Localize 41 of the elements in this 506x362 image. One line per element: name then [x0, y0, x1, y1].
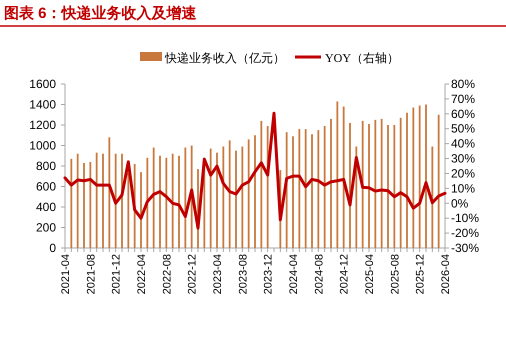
y2-tick-label: 50% [451, 122, 476, 136]
x-tick-label: 2025-08 [389, 254, 402, 294]
line-series [64, 112, 446, 230]
y2-tick-label: 20% [451, 166, 476, 180]
y2-tick-label: -10% [451, 211, 480, 226]
x-tick-label: 2025-04 [364, 254, 376, 294]
x-tick-label: 2022-08 [161, 254, 174, 294]
x-tick-label: 2023-12 [262, 254, 275, 294]
y-tick-label: 1200 [29, 118, 56, 132]
y2-tick-label: -30% [451, 241, 480, 255]
x-tick-label: 2023-08 [237, 254, 250, 294]
y-tick-label: 1600 [29, 77, 56, 91]
y2-tick-label: 80% [451, 77, 476, 91]
y-tick-label: 600 [36, 180, 56, 194]
legend-label: YOY（右轴） [325, 51, 399, 65]
x-tick-label: 2022-04 [136, 254, 148, 294]
y-tick-label: 1400 [29, 98, 56, 112]
y-tick-label: 200 [36, 220, 56, 234]
y2-tick-label: 60% [451, 106, 476, 121]
y-tick-label: 800 [36, 159, 56, 173]
y-tick-label: 0 [49, 241, 56, 255]
x-tick-label: 2022-12 [186, 254, 199, 294]
x-tick-label: 2021-12 [110, 254, 123, 294]
y2-tick-label: 30% [451, 152, 476, 166]
y-tick-label: 1000 [29, 138, 56, 152]
x-tick-label: 2025-12 [414, 254, 427, 294]
x-tick-label: 2024-04 [288, 254, 300, 294]
y-tick-label: 400 [36, 200, 56, 214]
x-tick-label: 2021-04 [60, 254, 72, 294]
chart-title: 图表 6：快递业务收入及增速 [4, 4, 198, 22]
y2-tick-label: -20% [451, 226, 480, 240]
y2-tick-label: 10% [451, 181, 476, 196]
legend-label: 快递业务收入（亿元） [164, 51, 285, 65]
x-tick-label: 2023-04 [212, 254, 224, 294]
x-tick-label: 2024-12 [338, 254, 351, 294]
x-tick-label: 2026-04 [440, 254, 452, 294]
x-tick-label: 2024-08 [313, 254, 326, 294]
y2-tick-label: 40% [451, 136, 476, 151]
x-tick-label: 2021-08 [85, 254, 98, 294]
y2-tick-label: 0% [451, 196, 469, 210]
y2-tick-label: 70% [451, 92, 476, 106]
